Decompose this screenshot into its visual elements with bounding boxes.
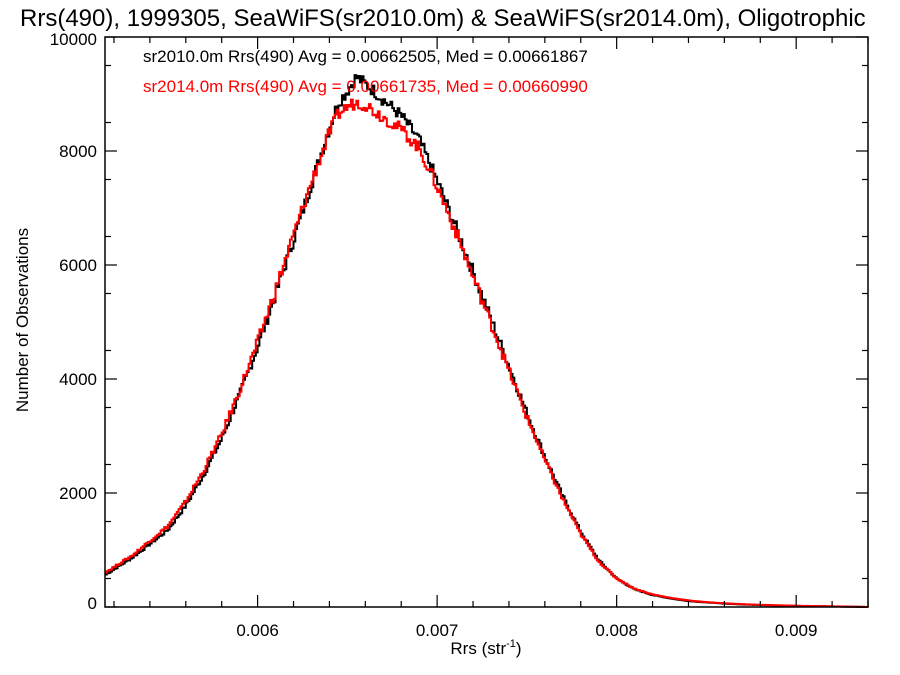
axis-ticks — [105, 36, 869, 608]
x-axis-label-close: ) — [516, 639, 522, 658]
legend-entry-sr2014: sr2014.0m Rrs(490) Avg = 0.00661735, Med… — [143, 77, 588, 96]
x-axis-label-superscript: -1 — [506, 638, 516, 650]
y-tick-label: 10000 — [50, 30, 97, 49]
y-tick-label: 8000 — [59, 142, 97, 161]
y-axis-label: Number of Observations — [13, 228, 32, 412]
chart-title: Rrs(490), 1999305, SeaWiFS(sr2010.0m) & … — [20, 5, 866, 32]
legend-entry-sr2010: sr2010.0m Rrs(490) Avg = 0.00662505, Med… — [143, 47, 588, 66]
y-tick-label: 4000 — [59, 370, 97, 389]
series-line-1 — [105, 74, 869, 608]
y-tick-label: 2000 — [59, 484, 97, 503]
y-tick-labels: 0 2000 4000 6000 8000 10000 — [50, 30, 97, 613]
x-tick-label: 0.006 — [236, 621, 279, 640]
plot-area — [105, 74, 869, 608]
x-axis-label: Rrs (str-1) — [450, 638, 521, 658]
x-tick-labels: 0.006 0.007 0.008 0.009 — [236, 621, 817, 640]
x-tick-label: 0.009 — [775, 621, 818, 640]
plot-frame — [104, 36, 869, 608]
x-tick-label: 0.008 — [595, 621, 638, 640]
y-tick-label: 6000 — [59, 256, 97, 275]
y-tick-label: 0 — [88, 594, 97, 613]
x-tick-label: 0.007 — [416, 621, 459, 640]
series-line-2 — [105, 98, 869, 608]
x-axis-label-text: Rrs (str — [450, 639, 506, 658]
